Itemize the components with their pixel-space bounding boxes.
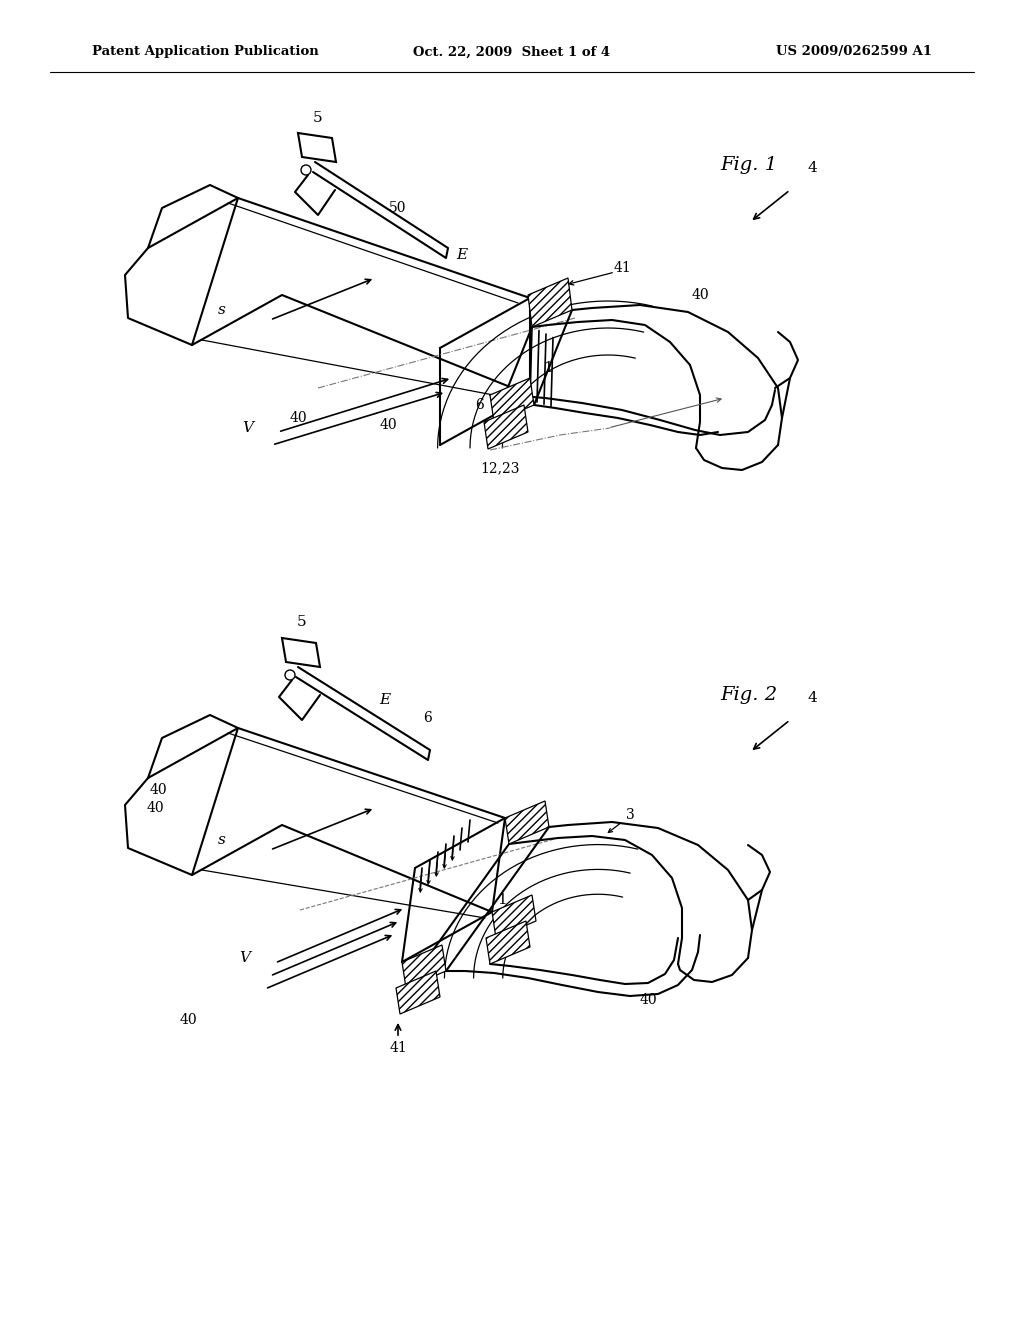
Text: 40: 40 bbox=[691, 288, 709, 302]
Text: 3: 3 bbox=[626, 808, 635, 822]
Text: Patent Application Publication: Patent Application Publication bbox=[92, 45, 318, 58]
Text: 40: 40 bbox=[379, 418, 397, 432]
Text: 4: 4 bbox=[808, 161, 818, 176]
Text: s: s bbox=[218, 304, 226, 317]
Text: 50: 50 bbox=[389, 201, 407, 215]
Text: 41: 41 bbox=[389, 1041, 407, 1055]
Text: Fig. 2: Fig. 2 bbox=[720, 686, 777, 704]
Polygon shape bbox=[528, 279, 572, 327]
Circle shape bbox=[301, 165, 311, 176]
Text: V: V bbox=[243, 421, 254, 436]
Text: 12,23: 12,23 bbox=[480, 461, 520, 475]
Polygon shape bbox=[490, 378, 534, 422]
Text: Fig. 1: Fig. 1 bbox=[720, 156, 777, 174]
Text: Oct. 22, 2009  Sheet 1 of 4: Oct. 22, 2009 Sheet 1 of 4 bbox=[414, 45, 610, 58]
Text: 1: 1 bbox=[543, 360, 553, 375]
Text: 40: 40 bbox=[146, 801, 164, 814]
Text: 6: 6 bbox=[424, 711, 432, 725]
Text: 6: 6 bbox=[475, 399, 484, 412]
Text: 40: 40 bbox=[639, 993, 656, 1007]
Text: V: V bbox=[240, 950, 251, 965]
Polygon shape bbox=[505, 801, 549, 843]
Polygon shape bbox=[492, 895, 536, 939]
Text: E: E bbox=[380, 693, 390, 708]
Text: 40: 40 bbox=[150, 783, 167, 797]
Text: 4: 4 bbox=[808, 690, 818, 705]
Text: s: s bbox=[218, 833, 226, 847]
Text: 40: 40 bbox=[289, 411, 307, 425]
Text: 5: 5 bbox=[297, 615, 307, 630]
Polygon shape bbox=[486, 921, 530, 964]
Polygon shape bbox=[396, 972, 440, 1014]
Polygon shape bbox=[402, 945, 446, 987]
Text: 5: 5 bbox=[313, 111, 323, 125]
Circle shape bbox=[285, 671, 295, 680]
Text: 1: 1 bbox=[497, 894, 507, 907]
Text: E: E bbox=[457, 248, 468, 261]
Polygon shape bbox=[282, 638, 319, 667]
Polygon shape bbox=[484, 405, 528, 449]
Polygon shape bbox=[298, 133, 336, 162]
Text: 40: 40 bbox=[179, 1012, 197, 1027]
Text: US 2009/0262599 A1: US 2009/0262599 A1 bbox=[776, 45, 932, 58]
Text: 41: 41 bbox=[613, 261, 631, 275]
